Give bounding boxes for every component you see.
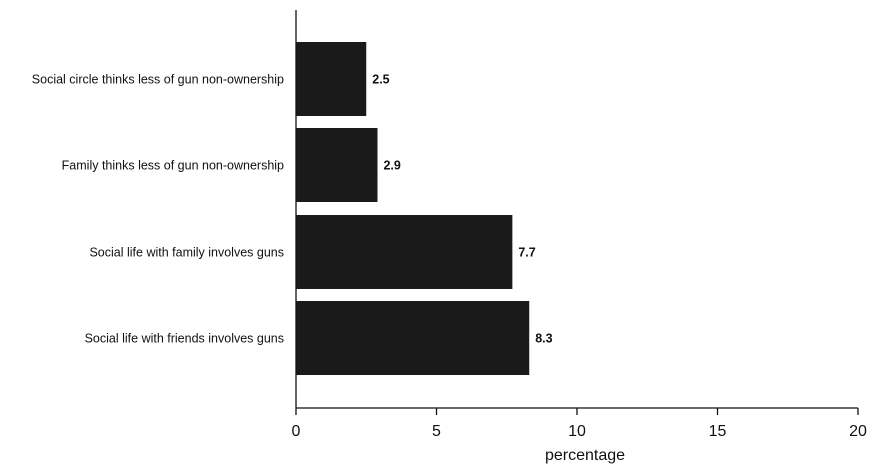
category-label: Social life with friends involves guns <box>85 332 284 346</box>
x-tick-label: 5 <box>432 423 441 440</box>
x-tick-label: 0 <box>292 423 301 440</box>
labels-layer: Social circle thinks less of gun non-own… <box>32 73 553 346</box>
category-label: Family thinks less of gun non-ownership <box>62 159 284 173</box>
value-label: 7.7 <box>518 246 535 260</box>
value-label: 8.3 <box>535 332 552 346</box>
bar <box>296 215 513 289</box>
axes-layer: 0 5 10 15 20 <box>292 10 867 440</box>
category-label: Social life with family involves guns <box>89 246 284 260</box>
bar <box>296 42 367 116</box>
bar <box>296 301 530 375</box>
x-tick-label: 15 <box>709 423 727 440</box>
x-tick-label: 20 <box>849 423 867 440</box>
x-tick-label: 10 <box>568 423 586 440</box>
bar <box>296 128 378 202</box>
value-label: 2.9 <box>383 159 400 173</box>
value-label: 2.5 <box>372 73 389 87</box>
x-axis-title: percentage <box>545 447 625 464</box>
bars-layer <box>296 42 530 375</box>
category-label: Social circle thinks less of gun non-own… <box>32 73 284 87</box>
